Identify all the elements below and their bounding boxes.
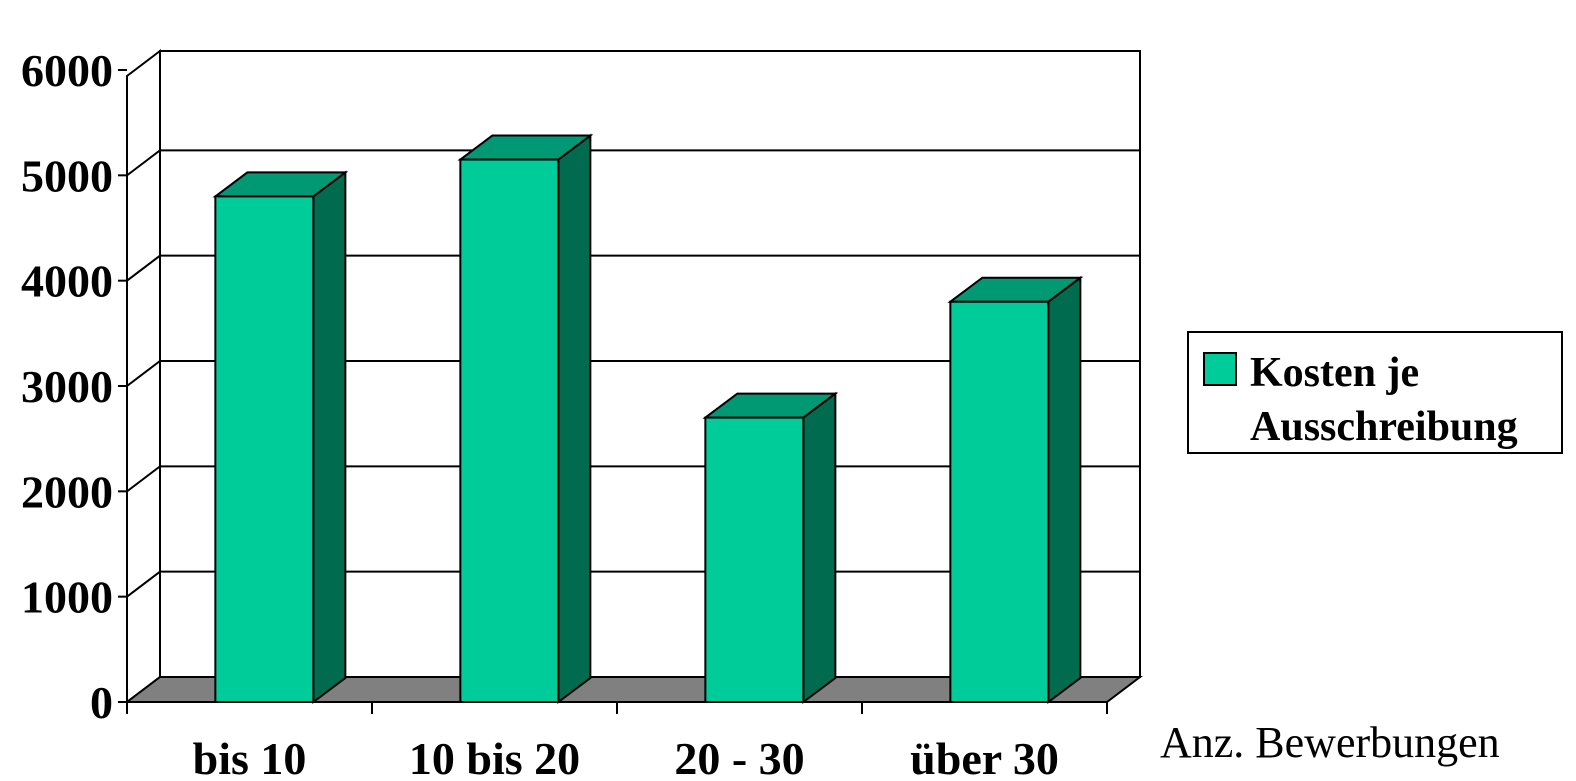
x-tick-label: 20 - 30: [674, 733, 804, 781]
y-tick-label: 4000: [21, 256, 113, 307]
x-tick-label: 10 bis 20: [409, 733, 580, 781]
bar-side: [312, 170, 347, 704]
bar-side: [1047, 275, 1082, 704]
legend-label-line-1: Kosten je: [1250, 350, 1419, 396]
x-axis: bis 10 10 bis 20 20 - 30 über 30: [126, 701, 1108, 781]
y-tick-label: 0: [90, 677, 113, 728]
bars: [212, 133, 1084, 704]
gridline: [126, 149, 1140, 177]
bar-front: [214, 195, 315, 703]
y-tick-label: 6000: [21, 45, 113, 96]
bar: [212, 170, 349, 704]
legend-swatch: [1203, 352, 1237, 386]
x-tick-label: über 30: [910, 733, 1059, 781]
side-wall: [126, 48, 161, 705]
y-axis: 0 1000 2000 3000 4000 5000 6000: [21, 45, 128, 728]
bar-front: [704, 416, 805, 703]
gridline: [126, 360, 1140, 387]
gridline: [126, 254, 1140, 282]
bar-front: [949, 300, 1050, 703]
bar-side: [802, 391, 837, 704]
bar-front: [459, 158, 560, 704]
x-tick-label: bis 10: [193, 733, 307, 781]
legend: Kosten je Ausschreibung: [1187, 331, 1563, 454]
y-tick-label: 5000: [21, 150, 113, 201]
legend-label-line-2: Ausschreibung: [1250, 404, 1518, 450]
legend-box: [1187, 331, 1563, 454]
bar: [702, 391, 839, 704]
bar: [457, 133, 594, 704]
bar-side: [557, 133, 592, 704]
y-tick-label: 3000: [21, 361, 113, 412]
y-tick-label: 1000: [21, 572, 113, 623]
y-tick-label: 2000: [21, 466, 113, 517]
bar: [947, 275, 1084, 704]
x-axis-label: Anz. Bewerbungen: [1160, 718, 1500, 767]
